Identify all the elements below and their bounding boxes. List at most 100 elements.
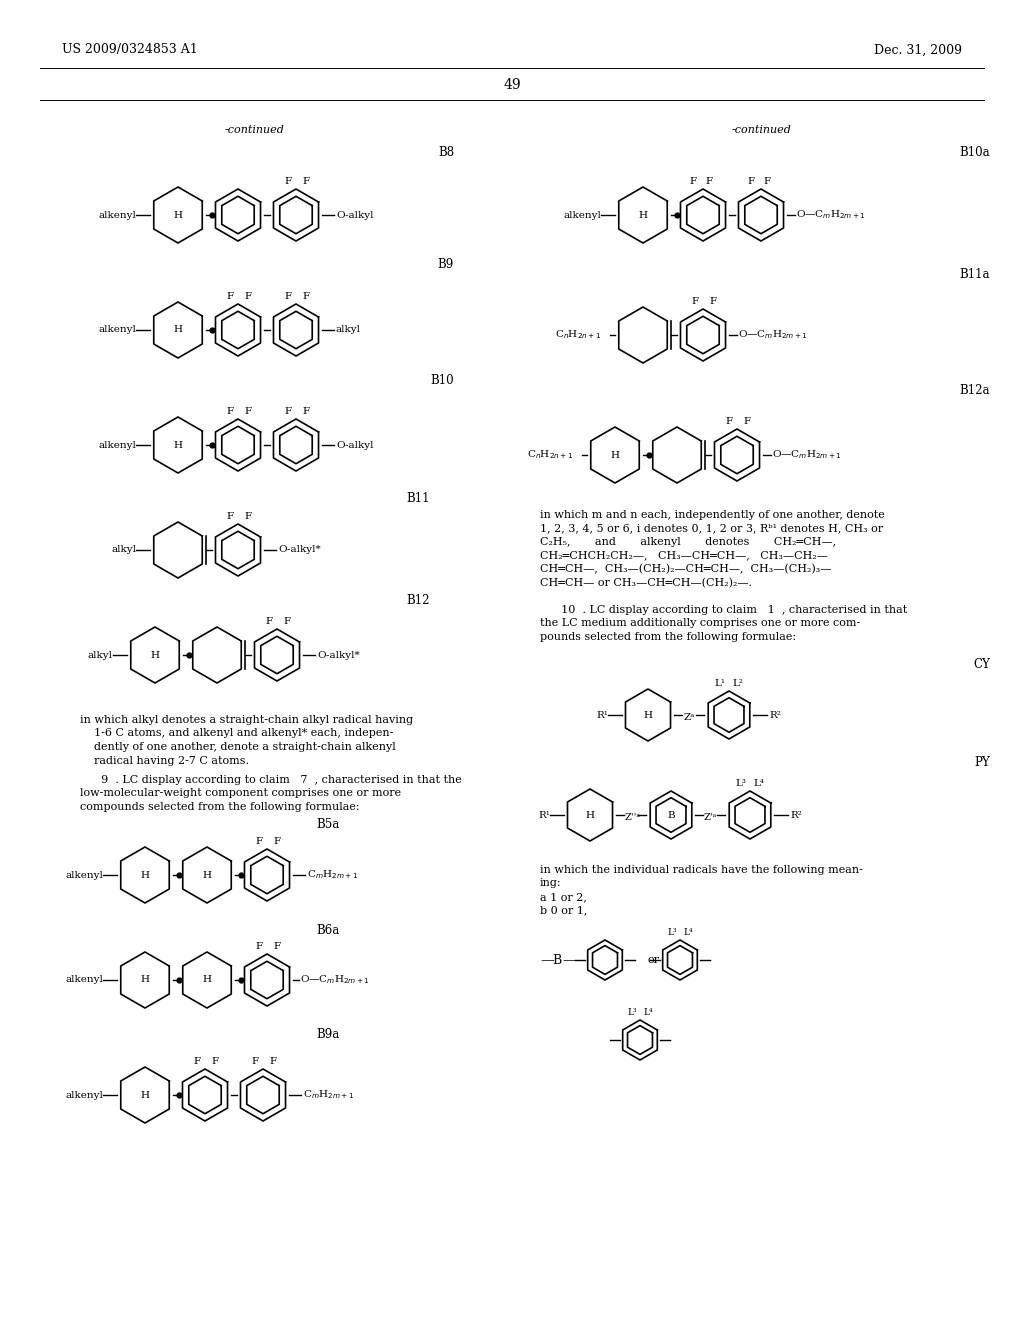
Text: L²: L² (732, 678, 743, 688)
Text: alkenyl: alkenyl (98, 441, 136, 450)
Text: C$_m$H$_{2m+1}$: C$_m$H$_{2m+1}$ (307, 869, 358, 882)
Text: CH₂═CHCH₂CH₂—,   CH₃—CH═CH—,   CH₃—CH₂—: CH₂═CHCH₂CH₂—, CH₃—CH═CH—, CH₃—CH₂— (540, 550, 827, 561)
Text: alkyl: alkyl (336, 326, 361, 334)
Text: F: F (302, 407, 309, 416)
Text: 1-6 C atoms, and alkenyl and alkenyl* each, indepen-: 1-6 C atoms, and alkenyl and alkenyl* ea… (80, 729, 393, 738)
Text: H: H (203, 975, 212, 985)
Text: F: F (226, 292, 233, 301)
Text: —: — (540, 953, 554, 968)
Text: F: F (284, 616, 291, 626)
Text: L³: L³ (627, 1008, 637, 1016)
Text: L¹: L¹ (715, 678, 725, 688)
Text: H: H (173, 326, 182, 334)
Text: b 0 or 1,: b 0 or 1, (540, 906, 588, 916)
Text: -continued: -continued (732, 125, 792, 135)
Text: O-alkyl: O-alkyl (336, 210, 374, 219)
Text: alkenyl: alkenyl (98, 326, 136, 334)
Text: R¹: R¹ (596, 710, 608, 719)
Text: H: H (586, 810, 595, 820)
Text: H: H (140, 870, 150, 879)
Text: F: F (302, 177, 309, 186)
Text: in which m and n each, independently of one another, denote: in which m and n each, independently of … (540, 510, 885, 520)
Text: B8: B8 (438, 145, 454, 158)
Text: B12a: B12a (959, 384, 990, 396)
Text: CY: CY (973, 659, 990, 672)
Text: US 2009/0324853 A1: US 2009/0324853 A1 (62, 44, 198, 57)
Text: B5a: B5a (316, 818, 340, 832)
Text: O—C$_m$H$_{2m+1}$: O—C$_m$H$_{2m+1}$ (796, 209, 866, 222)
Text: 9 . LC display according to claim  7 , characterised in that the: 9 . LC display according to claim 7 , ch… (80, 775, 462, 785)
Text: H: H (173, 441, 182, 450)
Text: H: H (639, 210, 647, 219)
Text: H: H (610, 450, 620, 459)
Text: L³: L³ (735, 779, 746, 788)
Text: F: F (285, 407, 292, 416)
Text: F: F (255, 942, 262, 950)
Text: compounds selected from the following formulae:: compounds selected from the following fo… (80, 803, 359, 812)
Text: O-alkyl: O-alkyl (336, 441, 374, 450)
Text: F: F (710, 297, 717, 306)
Text: Dec. 31, 2009: Dec. 31, 2009 (874, 44, 962, 57)
Text: F: F (269, 1057, 276, 1067)
Text: F: F (691, 297, 698, 306)
Text: Z'ᵃ: Z'ᵃ (705, 813, 717, 821)
Text: Zᵃ: Zᵃ (684, 713, 695, 722)
Text: B9a: B9a (316, 1028, 340, 1041)
Text: B: B (668, 810, 675, 820)
Text: F: F (226, 407, 233, 416)
Text: or: or (647, 954, 659, 965)
Text: L⁴: L⁴ (643, 1008, 653, 1016)
Text: B: B (552, 953, 561, 966)
Text: F: F (226, 512, 233, 521)
Text: F: F (265, 616, 272, 626)
Text: B9: B9 (437, 259, 454, 272)
Text: F: F (273, 942, 281, 950)
Text: B12: B12 (407, 594, 430, 606)
Text: B11: B11 (407, 491, 430, 504)
Text: 49: 49 (503, 78, 521, 92)
Text: F: F (764, 177, 771, 186)
Text: radical having 2-7 C atoms.: radical having 2-7 C atoms. (80, 755, 249, 766)
Text: -continued: -continued (225, 125, 285, 135)
Text: F: F (245, 512, 252, 521)
Text: L⁴: L⁴ (754, 779, 765, 788)
Text: in which the individual radicals have the following mean-: in which the individual radicals have th… (540, 865, 863, 875)
Text: alkyl: alkyl (111, 545, 136, 554)
Text: H: H (151, 651, 160, 660)
Text: B6a: B6a (316, 924, 340, 936)
Text: F: F (273, 837, 281, 846)
Text: R²: R² (769, 710, 781, 719)
Text: alkenyl: alkenyl (98, 210, 136, 219)
Text: H: H (203, 870, 212, 879)
Text: B10a: B10a (959, 145, 990, 158)
Text: 1, 2, 3, 4, 5 or 6, i denotes 0, 1, 2 or 3, Rᵇ¹ denotes H, CH₃ or: 1, 2, 3, 4, 5 or 6, i denotes 0, 1, 2 or… (540, 524, 883, 533)
Text: F: F (255, 837, 262, 846)
Text: H: H (173, 210, 182, 219)
Text: a 1 or 2,: a 1 or 2, (540, 892, 587, 902)
Text: L³: L³ (668, 928, 677, 937)
Text: O—C$_m$H$_{2m+1}$: O—C$_m$H$_{2m+1}$ (738, 329, 808, 342)
Text: the LC medium additionally comprises one or more com-: the LC medium additionally comprises one… (540, 619, 860, 628)
Text: PY: PY (974, 755, 990, 768)
Text: alkenyl: alkenyl (66, 975, 103, 985)
Text: F: F (743, 417, 751, 426)
Text: H: H (140, 1090, 150, 1100)
Text: O—C$_m$H$_{2m+1}$: O—C$_m$H$_{2m+1}$ (772, 449, 842, 462)
Text: B11a: B11a (959, 268, 990, 281)
Text: O-alkyl*: O-alkyl* (278, 545, 321, 554)
Text: ing:: ing: (540, 879, 561, 888)
Text: alkyl: alkyl (88, 651, 113, 660)
Text: O—C$_m$H$_{2m+1}$: O—C$_m$H$_{2m+1}$ (300, 974, 370, 986)
Text: F: F (285, 177, 292, 186)
Text: pounds selected from the following formulae:: pounds selected from the following formu… (540, 632, 796, 642)
Text: alkenyl: alkenyl (66, 870, 103, 879)
Text: F: F (245, 292, 252, 301)
Text: CH═CH—,  CH₃—(CH₂)₂—CH═CH—,  CH₃—(CH₂)₃—: CH═CH—, CH₃—(CH₂)₂—CH═CH—, CH₃—(CH₂)₃— (540, 564, 831, 574)
Text: F: F (706, 177, 713, 186)
Text: alkenyl: alkenyl (66, 1090, 103, 1100)
Text: F: F (285, 292, 292, 301)
Text: R¹: R¹ (539, 810, 550, 820)
Text: O-alkyl*: O-alkyl* (317, 651, 359, 660)
Text: C$_n$H$_{2n+1}$: C$_n$H$_{2n+1}$ (526, 449, 573, 462)
Text: C₂H₅,       and       alkenyl       denotes       CH₂═CH—,: C₂H₅, and alkenyl denotes CH₂═CH—, (540, 537, 837, 546)
